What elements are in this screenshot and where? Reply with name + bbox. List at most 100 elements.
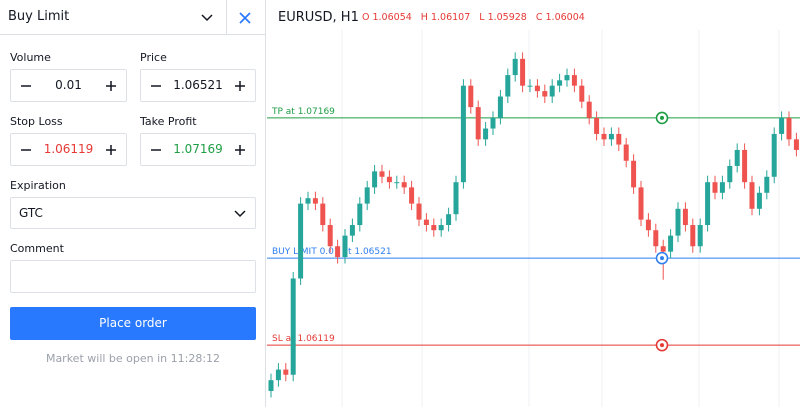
candle-body xyxy=(564,75,570,81)
candle-body xyxy=(468,85,474,108)
minus-button[interactable] xyxy=(19,79,33,93)
candle-body xyxy=(771,133,777,177)
candle-body xyxy=(320,203,326,226)
price-value: 1.06521 xyxy=(173,78,223,92)
candle-body xyxy=(608,133,614,140)
candle-body xyxy=(312,198,318,204)
candle-body xyxy=(660,246,666,252)
ohlc-value: L 1.05928 xyxy=(479,12,527,23)
candle-body xyxy=(423,219,429,226)
candle-body xyxy=(697,225,703,247)
take-profit-label: Take Profit xyxy=(140,115,197,128)
volume-input[interactable]: 0.01 xyxy=(10,69,127,102)
ohlc-value: H 1.06107 xyxy=(421,12,470,23)
candle-body xyxy=(727,165,733,183)
candle-body xyxy=(557,80,563,86)
candle-body xyxy=(764,176,770,193)
level-label: BUY LIMIT 0.01 at 1.06521 xyxy=(272,247,392,257)
candle-body xyxy=(416,203,422,220)
order-panel: Buy Limit Volume 0.01 Price 1.06521 Stop… xyxy=(0,0,266,407)
candle-body xyxy=(372,171,378,188)
candle-body xyxy=(409,187,415,204)
candle-body xyxy=(483,128,489,140)
candle-body xyxy=(349,225,355,236)
candle-body xyxy=(690,225,696,247)
comment-label: Comment xyxy=(10,242,64,255)
candle-body xyxy=(786,117,792,140)
candle-body xyxy=(586,101,592,118)
minus-button[interactable] xyxy=(149,143,163,157)
candle-body xyxy=(682,208,688,226)
volume-label: Volume xyxy=(10,51,51,64)
candle-body xyxy=(386,176,392,183)
take-profit-value: 1.07169 xyxy=(173,142,223,156)
candle-body xyxy=(431,225,437,231)
candle-body xyxy=(438,225,444,231)
candle-body xyxy=(275,369,281,381)
expiration-value: GTC xyxy=(19,206,43,220)
candle-body xyxy=(631,160,637,188)
candle-body xyxy=(616,133,622,145)
candle-body xyxy=(756,192,762,209)
plus-button[interactable] xyxy=(104,79,118,93)
candle-body xyxy=(505,75,511,97)
minus-button[interactable] xyxy=(149,79,163,93)
price-label: Price xyxy=(140,51,167,64)
candle-body xyxy=(675,208,681,236)
candle-body xyxy=(623,144,629,161)
candle-body xyxy=(549,85,555,97)
level-handle-dot xyxy=(660,343,664,348)
candle-body xyxy=(653,230,659,247)
plus-button[interactable] xyxy=(233,143,247,157)
level-label: SL at 1.06119 xyxy=(272,334,335,344)
candle-body xyxy=(742,149,748,183)
candle-body xyxy=(401,182,407,188)
stop-loss-input[interactable]: 1.06119 xyxy=(10,133,127,166)
plus-button[interactable] xyxy=(104,143,118,157)
candle-body xyxy=(594,117,600,134)
candle-body xyxy=(638,187,644,220)
place-order-button[interactable]: Place order xyxy=(10,307,256,340)
collapse-icon[interactable] xyxy=(200,11,214,25)
symbol: EURUSD, H1 xyxy=(278,10,359,25)
candle-body xyxy=(705,182,711,226)
candle-body xyxy=(394,182,400,184)
take-profit-input[interactable]: 1.07169 xyxy=(140,133,256,166)
level-handle-dot xyxy=(660,115,664,120)
market-status: Market will be open in 11:28:12 xyxy=(45,352,221,365)
level-handle-dot xyxy=(660,256,664,261)
price-input[interactable]: 1.06521 xyxy=(140,69,256,102)
candle-body xyxy=(793,139,799,150)
candle-body xyxy=(749,182,755,209)
minus-button[interactable] xyxy=(19,143,33,157)
volume-value: 0.01 xyxy=(55,78,82,92)
candle-body xyxy=(475,107,481,140)
candle-body xyxy=(327,225,333,247)
candle-body xyxy=(512,58,518,76)
ohlc-value: C 1.06004 xyxy=(536,12,585,23)
close-icon[interactable] xyxy=(238,11,252,25)
candle-body xyxy=(712,182,718,193)
candle-body xyxy=(527,85,533,87)
candle-body xyxy=(335,246,341,258)
candle-body xyxy=(357,203,363,226)
plus-button[interactable] xyxy=(233,79,247,93)
candle-body xyxy=(342,235,348,258)
expiration-select[interactable]: GTC xyxy=(10,197,256,229)
candle-body xyxy=(379,171,385,177)
stop-loss-label: Stop Loss xyxy=(10,115,63,128)
candle-body xyxy=(571,75,577,86)
panel-title: Buy Limit xyxy=(8,9,70,24)
candle-body xyxy=(298,203,304,279)
candle-body xyxy=(779,117,785,134)
candle-body xyxy=(601,133,607,140)
candle-body xyxy=(520,58,526,86)
candle-body xyxy=(719,182,725,193)
comment-input[interactable] xyxy=(10,260,256,293)
candle-body xyxy=(453,182,459,215)
candle-body xyxy=(668,235,674,252)
candle-body xyxy=(446,214,452,226)
stop-loss-value: 1.06119 xyxy=(43,142,94,156)
dropdown-icon xyxy=(234,210,246,218)
